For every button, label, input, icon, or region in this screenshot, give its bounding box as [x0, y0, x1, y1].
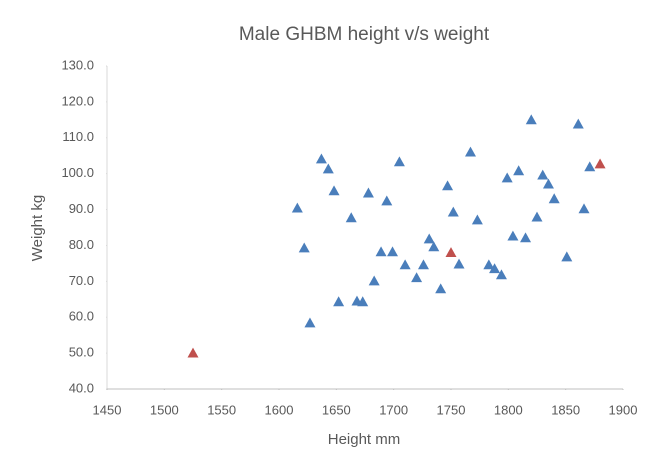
point [304, 317, 316, 328]
x-tick-label: 1850 [551, 402, 580, 417]
point [291, 202, 303, 213]
point [489, 263, 501, 274]
point [368, 275, 380, 286]
x-tick-label: 1600 [265, 402, 294, 417]
point [328, 185, 340, 196]
point [393, 156, 405, 167]
y-tick-label: 110.0 [62, 129, 94, 144]
y-tick-label: 50.0 [69, 345, 94, 360]
point [447, 206, 459, 217]
point [399, 259, 411, 270]
point [531, 211, 543, 222]
point [375, 246, 387, 257]
point [442, 180, 454, 191]
point [357, 296, 369, 307]
point [381, 195, 393, 206]
y-tick-label: 130.0 [61, 57, 94, 72]
point [362, 187, 374, 198]
point [333, 296, 345, 307]
point [453, 258, 465, 269]
point [298, 242, 310, 253]
y-tick-label: 80.0 [69, 237, 94, 252]
y-tick-label: 60.0 [69, 309, 94, 324]
point [322, 163, 334, 174]
x-tick-label: 1800 [494, 402, 523, 417]
x-axis-title: Height mm [328, 431, 401, 448]
x-tick-label: 1500 [150, 402, 179, 417]
x-tick-label: 1750 [437, 402, 466, 417]
x-tick-label: 1900 [609, 402, 638, 417]
point [525, 114, 537, 125]
point [548, 193, 560, 204]
point [542, 178, 554, 189]
point [520, 232, 532, 243]
point [584, 161, 596, 172]
y-tick-label: 100.0 [61, 165, 94, 180]
point [387, 246, 399, 257]
point [187, 347, 199, 358]
point [537, 169, 549, 180]
point [417, 259, 429, 270]
point [435, 283, 447, 294]
x-tick-label: 1450 [93, 402, 122, 417]
x-tick-label: 1700 [379, 402, 408, 417]
point [423, 233, 435, 244]
point [513, 165, 525, 176]
point [507, 230, 519, 241]
chart-title: Male GHBM height v/s weight [239, 24, 490, 45]
point [445, 247, 457, 258]
point [501, 172, 513, 183]
point [561, 251, 573, 262]
point [594, 158, 606, 169]
y-tick-label: 120.0 [61, 93, 94, 108]
y-tick-label: 40.0 [69, 380, 94, 395]
point [315, 153, 327, 164]
point [578, 203, 590, 214]
point [345, 212, 357, 223]
point [483, 259, 495, 270]
y-tick-label: 70.0 [69, 273, 94, 288]
point [572, 118, 584, 129]
point [428, 241, 440, 252]
x-tick-label: 1650 [322, 402, 351, 417]
y-tick-label: 90.0 [69, 201, 94, 216]
point [464, 146, 476, 157]
point [471, 214, 483, 225]
y-axis-title: Weight kg [29, 195, 46, 261]
x-tick-label: 1550 [207, 402, 236, 417]
point [495, 269, 507, 280]
point [411, 272, 423, 283]
